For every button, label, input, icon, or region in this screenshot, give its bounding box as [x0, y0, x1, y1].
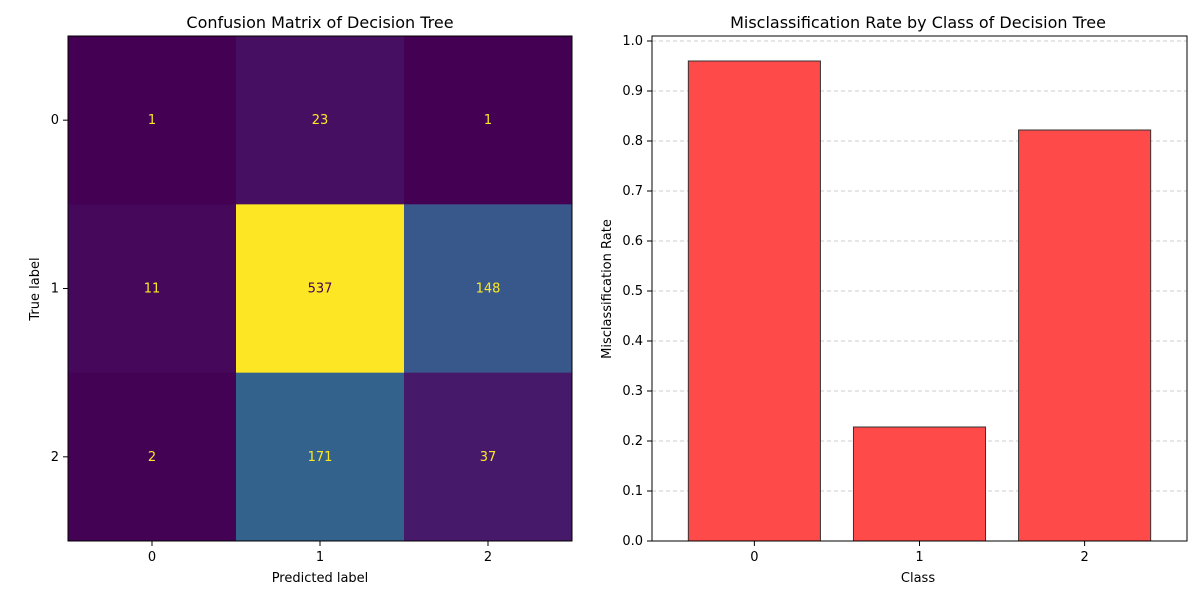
cm-cell-value: 23 — [312, 113, 329, 128]
bar-y-axis-label: Misclassification Rate — [600, 219, 615, 359]
cm-x-ticks: 0 1 2 — [148, 541, 492, 565]
cm-y-tick-label: 0 — [51, 113, 59, 128]
misclassification-bar-panel: Misclassification Rate by Class of Decis… — [600, 13, 1188, 586]
bar-x-tick-label: 0 — [750, 550, 758, 565]
bar-class-2 — [1018, 129, 1152, 542]
cm-x-tick-label: 0 — [148, 550, 156, 565]
cm-cell-value: 11 — [144, 282, 161, 297]
cm-cell — [68, 204, 237, 374]
cm-cell-value: 171 — [308, 450, 333, 465]
bar-y-tick-label: 0.1 — [622, 484, 643, 499]
cm-cell — [68, 372, 237, 542]
bar-y-tick-label: 0.0 — [622, 534, 643, 549]
bar-x-tick-label: 1 — [915, 550, 923, 565]
cm-cell-value: 537 — [308, 282, 333, 297]
cm-cells — [68, 36, 573, 542]
cm-cell-value: 1 — [484, 113, 492, 128]
cm-title: Confusion Matrix of Decision Tree — [186, 13, 453, 32]
bar-class-1 — [852, 426, 987, 542]
cm-y-ticks: 0 1 2 — [51, 113, 68, 465]
cm-x-tick-label: 2 — [484, 550, 492, 565]
bar-y-tick-label: 0.8 — [622, 134, 643, 149]
bar-y-tick-label: 0.7 — [622, 184, 643, 199]
bar-class-0 — [687, 60, 821, 542]
cm-x-axis-label: Predicted label — [272, 571, 369, 586]
cm-x-tick-label: 1 — [316, 550, 324, 565]
bar-title: Misclassification Rate by Class of Decis… — [730, 13, 1106, 32]
cm-y-tick-label: 2 — [51, 450, 59, 465]
bar-y-tick-label: 0.5 — [622, 284, 643, 299]
bar-y-ticks: 0.0 0.1 0.2 0.3 0.4 0.5 0.6 0.7 0.8 0.9 1.0 — [622, 34, 652, 549]
cm-cell-value: 1 — [148, 113, 156, 128]
cm-cell — [404, 372, 573, 542]
bar-x-ticks: 0 1 2 — [750, 541, 1089, 565]
cm-y-tick-label: 1 — [51, 282, 59, 297]
bar-y-tick-label: 1.0 — [622, 34, 643, 49]
confusion-matrix-panel: Confusion Matrix of Decision Tree 1 23 111… — [28, 13, 573, 586]
cm-cell — [404, 36, 573, 205]
cm-cell-value: 148 — [476, 282, 501, 297]
bar-y-tick-label: 0.2 — [622, 434, 643, 449]
cm-cell-value: 37 — [480, 450, 497, 465]
bar-y-tick-label: 0.3 — [622, 384, 643, 399]
cm-cell — [236, 372, 405, 542]
cm-y-axis-label: True label — [28, 257, 43, 321]
cm-cell — [236, 36, 405, 205]
bar-bars — [687, 60, 1152, 542]
bar-x-tick-label: 2 — [1080, 550, 1088, 565]
cm-cell-value: 2 — [148, 450, 156, 465]
cm-cell — [404, 204, 573, 374]
bar-y-tick-label: 0.9 — [622, 84, 643, 99]
bar-x-axis-label: Class — [901, 571, 935, 586]
bar-y-tick-label: 0.4 — [622, 334, 643, 349]
cm-cell — [236, 204, 405, 374]
bar-y-tick-label: 0.6 — [622, 234, 643, 249]
cm-cell — [68, 36, 237, 205]
